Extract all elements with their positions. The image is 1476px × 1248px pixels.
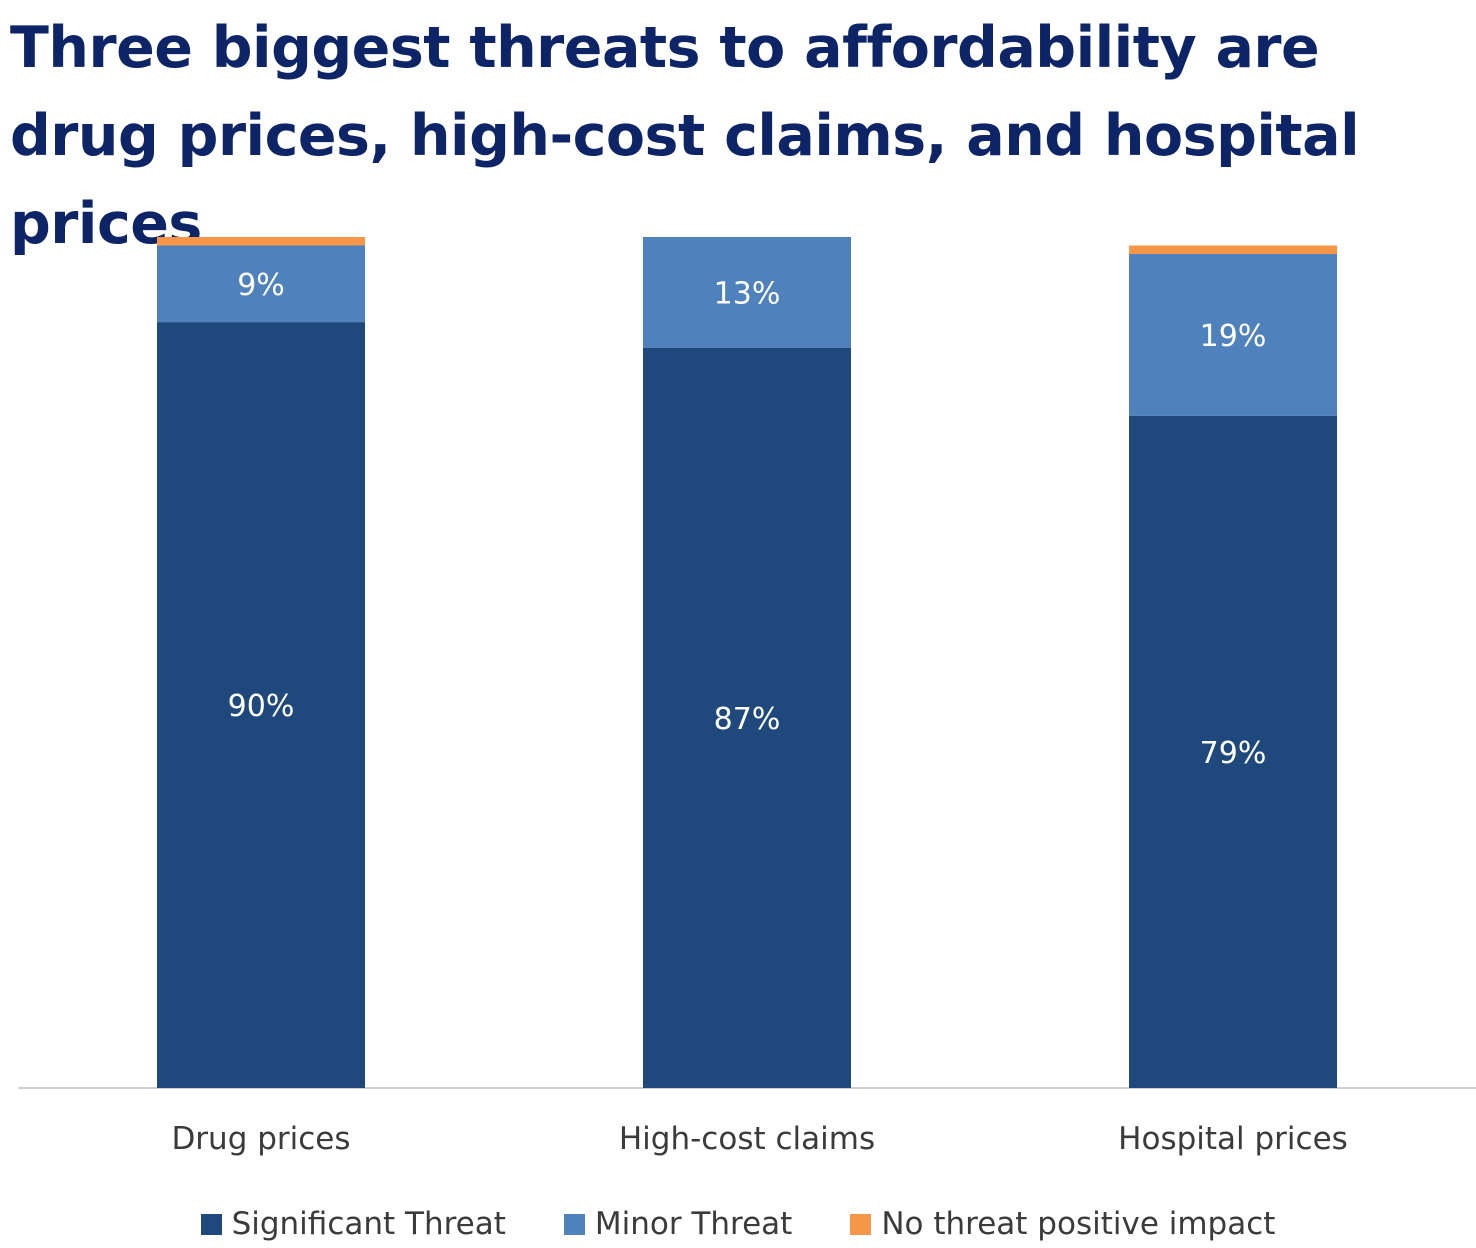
- bar-significant-threat-hospital-prices: [1129, 415, 1337, 1089]
- bar-minor-threat-high-cost-claims: [643, 237, 851, 348]
- data-label-minor-threat-hospital-prices: 19%: [1200, 319, 1267, 354]
- category-label-drug-prices: Drug prices: [171, 1121, 350, 1157]
- bar-significant-threat-high-cost-claims: [643, 347, 851, 1088]
- category-label-hospital-prices: Hospital prices: [1118, 1121, 1348, 1157]
- data-label-significant-threat-hospital-prices: 79%: [1200, 736, 1267, 771]
- bar-minor-threat-hospital-prices: [1129, 254, 1337, 416]
- legend-label-significant-threat: Significant Threat: [231, 1206, 506, 1242]
- category-label-high-cost-claims: High-cost claims: [619, 1121, 875, 1157]
- bar-no-threat-positive-impact-drug-prices: [157, 237, 365, 246]
- legend-swatch-minor-threat: [563, 1213, 585, 1235]
- chart-title: Three biggest threats to affordability a…: [10, 15, 1360, 257]
- bar-minor-threat-drug-prices: [157, 245, 365, 323]
- legend-label-minor-threat: Minor Threat: [594, 1206, 793, 1242]
- data-label-minor-threat-drug-prices: 9%: [237, 268, 285, 303]
- legend-swatch-no-threat: [850, 1213, 872, 1235]
- legend-item-significant-threat: Significant Threat: [200, 1206, 506, 1242]
- legend-item-no-threat: No threat positive impact: [850, 1206, 1275, 1242]
- data-label-significant-threat-drug-prices: 90%: [228, 689, 295, 724]
- legend-item-minor-threat: Minor Threat: [563, 1206, 793, 1242]
- data-label-minor-threat-high-cost-claims: 13%: [714, 276, 781, 311]
- legend-swatch-significant-threat: [200, 1213, 222, 1235]
- data-label-significant-threat-high-cost-claims: 87%: [714, 702, 781, 737]
- legend-label-no-threat: No threat positive impact: [881, 1206, 1276, 1242]
- bar-significant-threat-drug-prices: [157, 322, 365, 1089]
- bar-no-threat-positive-impact-hospital-prices: [1129, 245, 1337, 255]
- chart-legend: Significant Threat Minor Threat No threa…: [0, 1200, 1476, 1248]
